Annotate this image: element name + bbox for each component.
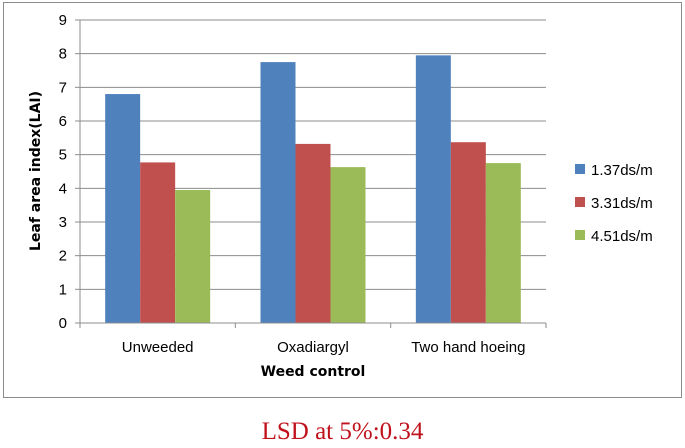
y-tick-label: 9 [59, 12, 67, 29]
bars [105, 55, 521, 323]
bar [175, 190, 211, 323]
legend-label: 4.51ds/m [591, 228, 653, 245]
x-category-label: Oxadiargyl [277, 339, 349, 356]
x-category-label: Two hand hoeing [411, 339, 525, 356]
bar [295, 143, 331, 323]
legend-swatch [575, 164, 585, 174]
legend-swatch [575, 197, 585, 207]
bar [140, 162, 176, 323]
bar [105, 94, 141, 323]
x-category-label: Unweeded [122, 339, 194, 356]
bar [415, 55, 451, 323]
y-tick-label: 2 [59, 248, 67, 265]
y-tick-label: 7 [59, 79, 67, 96]
x-category-labels: Unweeded Oxadiargyl Two hand hoeing [122, 339, 526, 356]
y-tick-labels: 0 1 2 3 4 5 6 7 8 9 [59, 12, 67, 332]
legend-label: 1.37ds/m [591, 162, 653, 179]
y-tick-label: 3 [59, 214, 67, 231]
legend-label: 3.31ds/m [591, 195, 653, 212]
y-tick-label: 6 [59, 113, 67, 130]
y-tick-label: 0 [59, 315, 67, 332]
y-tick-label: 5 [59, 147, 67, 164]
bar [450, 142, 486, 323]
y-tick-label: 1 [59, 281, 67, 298]
bar [485, 163, 521, 323]
bar [330, 167, 366, 323]
legend: 1.37ds/m 3.31ds/m 4.51ds/m [575, 162, 653, 245]
y-tick-label: 4 [59, 180, 67, 197]
x-axis-title: Weed control [261, 364, 366, 380]
legend-swatch [575, 230, 585, 240]
axes [79, 20, 547, 328]
lsd-footnote: LSD at 5%:0.34 [261, 418, 424, 445]
bar [260, 62, 296, 323]
y-axis-title: Leaf area index(LAI) [28, 91, 44, 251]
y-tick-label: 8 [59, 46, 67, 63]
